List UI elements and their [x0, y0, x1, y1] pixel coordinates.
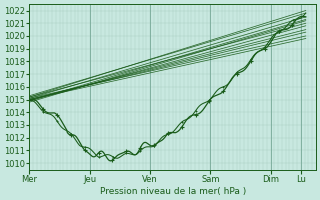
- X-axis label: Pression niveau de la mer( hPa ): Pression niveau de la mer( hPa ): [100, 187, 246, 196]
